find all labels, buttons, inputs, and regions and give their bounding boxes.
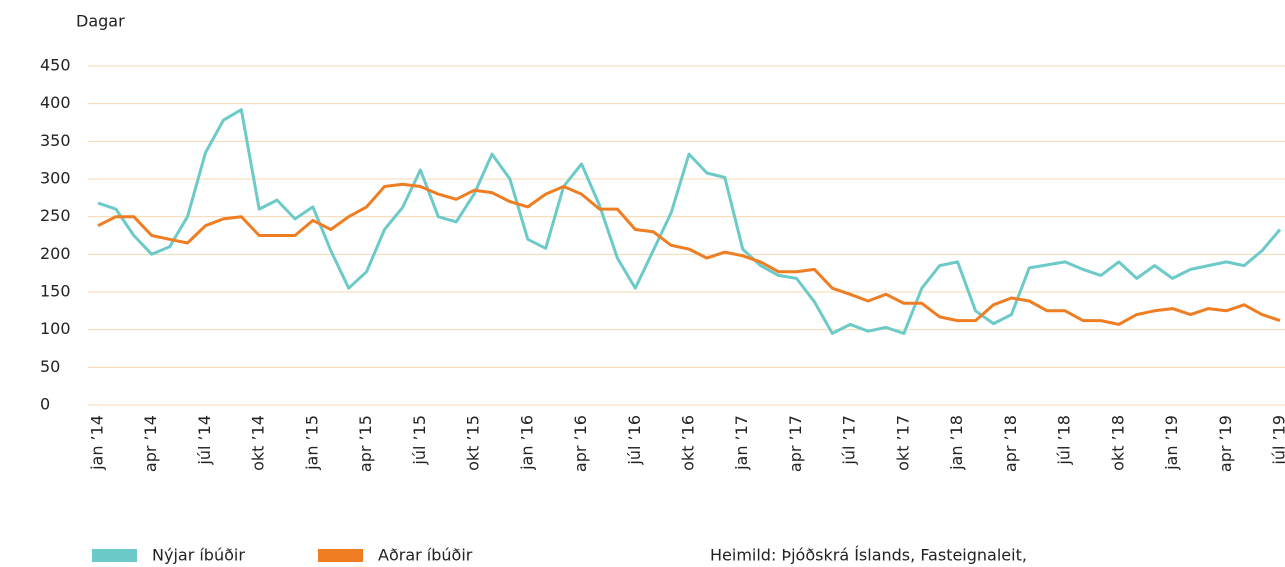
x-tick-label: apr ’14 <box>141 415 160 472</box>
y-tick-label: 150 <box>40 282 71 301</box>
x-tick-label: júl ’16 <box>625 415 644 466</box>
y-tick-label: 350 <box>40 131 71 150</box>
x-tick-label: okt ’18 <box>1108 415 1127 471</box>
legend-label: Nýjar íbúðir <box>152 546 245 565</box>
x-tick-label: júl ’18 <box>1055 415 1074 466</box>
y-tick-label: 0 <box>40 395 50 414</box>
x-tick-label: apr ’18 <box>1001 415 1020 472</box>
legend-swatch <box>92 549 137 562</box>
x-tick-label: jan ’16 <box>517 415 536 471</box>
x-tick-label: okt ’17 <box>893 415 912 471</box>
y-tick-label: 200 <box>40 244 71 263</box>
legend-swatch <box>318 549 363 562</box>
x-tick-label: apr ’19 <box>1216 415 1235 472</box>
y-tick-label: 400 <box>40 93 71 112</box>
x-tick-label: jan ’19 <box>1162 415 1181 471</box>
x-tick-label: jan ’14 <box>88 415 107 471</box>
y-tick-label: 250 <box>40 206 71 225</box>
x-tick-label: apr ’16 <box>571 415 590 472</box>
x-tick-label: apr ’17 <box>786 415 805 472</box>
y-axis-label: Dagar <box>76 12 125 31</box>
y-tick-label: 450 <box>40 56 71 75</box>
x-tick-label: okt ’16 <box>679 415 698 471</box>
x-tick-label: jan ’15 <box>302 415 321 471</box>
x-tick-label: okt ’15 <box>464 415 483 471</box>
legend-label: Aðrar íbúðir <box>378 546 473 565</box>
line <box>97 108 1282 335</box>
y-tick-label: 300 <box>40 169 71 188</box>
y-tick-label: 50 <box>40 357 60 376</box>
x-tick-label: júl ’14 <box>195 415 214 466</box>
x-tick-label: jan ’17 <box>732 415 751 471</box>
y-tick-label: 100 <box>40 319 71 338</box>
x-tick-label: okt ’14 <box>249 415 268 471</box>
x-tick-label: júl ’17 <box>840 415 859 466</box>
source: Heimild: Þjóðskrá Íslands, Fasteignaleit… <box>710 546 1027 565</box>
x-tick-label: júl ’15 <box>410 415 429 466</box>
x-tick-label: apr ’15 <box>356 415 375 472</box>
x-tick-label: jan ’18 <box>947 415 966 471</box>
x-tick-label: júl ’19 <box>1270 415 1285 466</box>
line <box>97 182 1281 326</box>
